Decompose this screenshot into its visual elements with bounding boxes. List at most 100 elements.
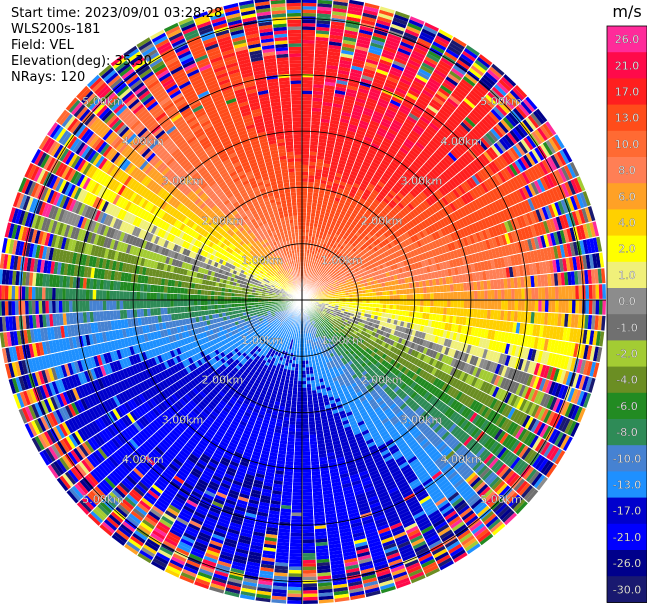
- velocity-gate: [344, 98, 355, 104]
- velocity-gate: [308, 178, 315, 183]
- velocity-gate: [382, 225, 389, 232]
- velocity-gate: [316, 13, 331, 18]
- velocity-gate: [378, 9, 394, 17]
- velocity-gate: [496, 212, 504, 223]
- velocity-gate: [336, 169, 344, 175]
- velocity-gate: [394, 230, 401, 238]
- velocity-gate: [309, 277, 312, 282]
- velocity-gate: [529, 211, 537, 224]
- velocity-gate: [349, 72, 362, 78]
- velocity-gate: [347, 81, 359, 88]
- velocity-gate: [327, 51, 341, 57]
- velocity-gate: [365, 303, 370, 307]
- velocity-gate: [351, 220, 358, 226]
- velocity-gate: [540, 143, 551, 158]
- velocity-gate: [344, 263, 349, 269]
- velocity-gate: [548, 300, 552, 313]
- velocity-gate: [344, 165, 353, 171]
- velocity-gate: [302, 225, 306, 230]
- velocity-gate: [427, 142, 438, 152]
- velocity-gate: [490, 214, 498, 226]
- velocity-gate: [431, 119, 442, 129]
- velocity-gate: [327, 58, 340, 63]
- velocity-gate: [374, 217, 381, 224]
- velocity-gate: [325, 264, 330, 269]
- velocity-gate: [463, 300, 468, 309]
- velocity-gate: [319, 281, 323, 286]
- velocity-gate: [472, 87, 485, 99]
- velocity-gate: [371, 177, 379, 184]
- velocity-gate: [320, 289, 324, 292]
- velocity-gate: [595, 284, 600, 299]
- velocity-gate: [408, 179, 417, 188]
- velocity-gate: [421, 89, 434, 99]
- velocity-gate: [313, 240, 318, 245]
- velocity-gate: [450, 164, 459, 174]
- velocity-gate: [360, 116, 371, 124]
- velocity-gate: [333, 262, 338, 267]
- velocity-gate: [310, 216, 315, 220]
- velocity-gate: [517, 158, 527, 171]
- velocity-gate: [360, 145, 369, 152]
- velocity-gate: [527, 168, 537, 182]
- velocity-gate: [368, 123, 379, 130]
- velocity-gate: [455, 108, 467, 119]
- velocity-gate: [402, 310, 407, 316]
- velocity-gate: [302, 164, 309, 169]
- velocity-gate: [358, 148, 368, 155]
- velocity-gate: [308, 171, 315, 176]
- velocity-gate: [528, 288, 532, 300]
- velocity-gate: [443, 307, 447, 315]
- velocity-gate: [483, 151, 493, 163]
- velocity-gate: [302, 141, 310, 145]
- velocity-gate: [500, 119, 512, 132]
- velocity-gate: [343, 189, 350, 195]
- velocity-gate: [341, 218, 348, 224]
- velocity-gate: [413, 249, 419, 256]
- velocity-gate: [358, 32, 372, 39]
- velocity-gate: [361, 142, 371, 149]
- velocity-gate: [376, 19, 391, 27]
- velocity-gate: [427, 206, 435, 215]
- velocity-gate: [315, 288, 319, 291]
- velocity-gate: [443, 226, 450, 235]
- velocity-gate: [388, 147, 398, 156]
- velocity-gate: [302, 215, 307, 219]
- velocity-gate: [316, 279, 320, 283]
- velocity-gate: [340, 56, 353, 62]
- velocity-gate: [539, 192, 548, 206]
- velocity-gate: [449, 178, 458, 189]
- velocity-gate: [462, 119, 474, 130]
- velocity-gate: [480, 76, 494, 89]
- velocity-gate: [311, 202, 317, 207]
- velocity-gate: [302, 235, 306, 240]
- velocity-gate: [340, 259, 345, 264]
- velocity-gate: [302, 191, 308, 196]
- velocity-gate: [503, 74, 517, 87]
- velocity-gate: [314, 281, 318, 285]
- velocity-gate: [475, 232, 482, 242]
- velocity-gate: [448, 134, 460, 145]
- velocity-gate: [389, 125, 400, 133]
- velocity-gate: [403, 32, 418, 41]
- velocity-gate: [456, 239, 463, 249]
- velocity-gate: [514, 160, 524, 173]
- velocity-gate: [398, 310, 403, 316]
- velocity-gate: [339, 156, 348, 162]
- velocity-gate: [373, 267, 378, 272]
- velocity-gate: [430, 154, 440, 164]
- velocity-gate: [468, 202, 477, 212]
- velocity-gate: [316, 283, 320, 287]
- velocity-gate: [556, 151, 567, 166]
- velocity-gate: [480, 99, 493, 111]
- velocity-gate: [366, 129, 376, 137]
- velocity-gate: [439, 108, 451, 119]
- velocity-gate: [363, 212, 370, 219]
- velocity-gate: [313, 189, 319, 194]
- velocity-gate: [313, 276, 317, 281]
- velocity-gate: [337, 266, 342, 271]
- velocity-gate: [310, 278, 313, 282]
- velocity-gate: [334, 197, 341, 203]
- velocity-gate: [416, 306, 421, 312]
- velocity-gate: [541, 206, 550, 220]
